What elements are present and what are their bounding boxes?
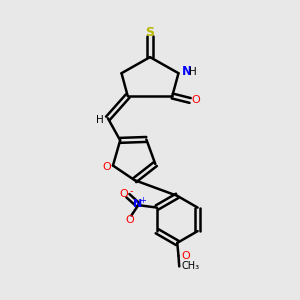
Text: -: - xyxy=(129,186,133,196)
Text: O: O xyxy=(192,95,200,106)
Text: N: N xyxy=(182,65,191,78)
Text: H: H xyxy=(190,67,197,77)
Text: O: O xyxy=(125,215,134,225)
Text: O: O xyxy=(103,161,111,172)
Text: O: O xyxy=(120,189,128,199)
Text: CH₃: CH₃ xyxy=(181,261,199,272)
Text: O: O xyxy=(181,251,190,261)
Text: +: + xyxy=(139,196,146,205)
Text: S: S xyxy=(145,26,154,39)
Text: H: H xyxy=(96,115,104,125)
Text: N: N xyxy=(134,199,143,209)
